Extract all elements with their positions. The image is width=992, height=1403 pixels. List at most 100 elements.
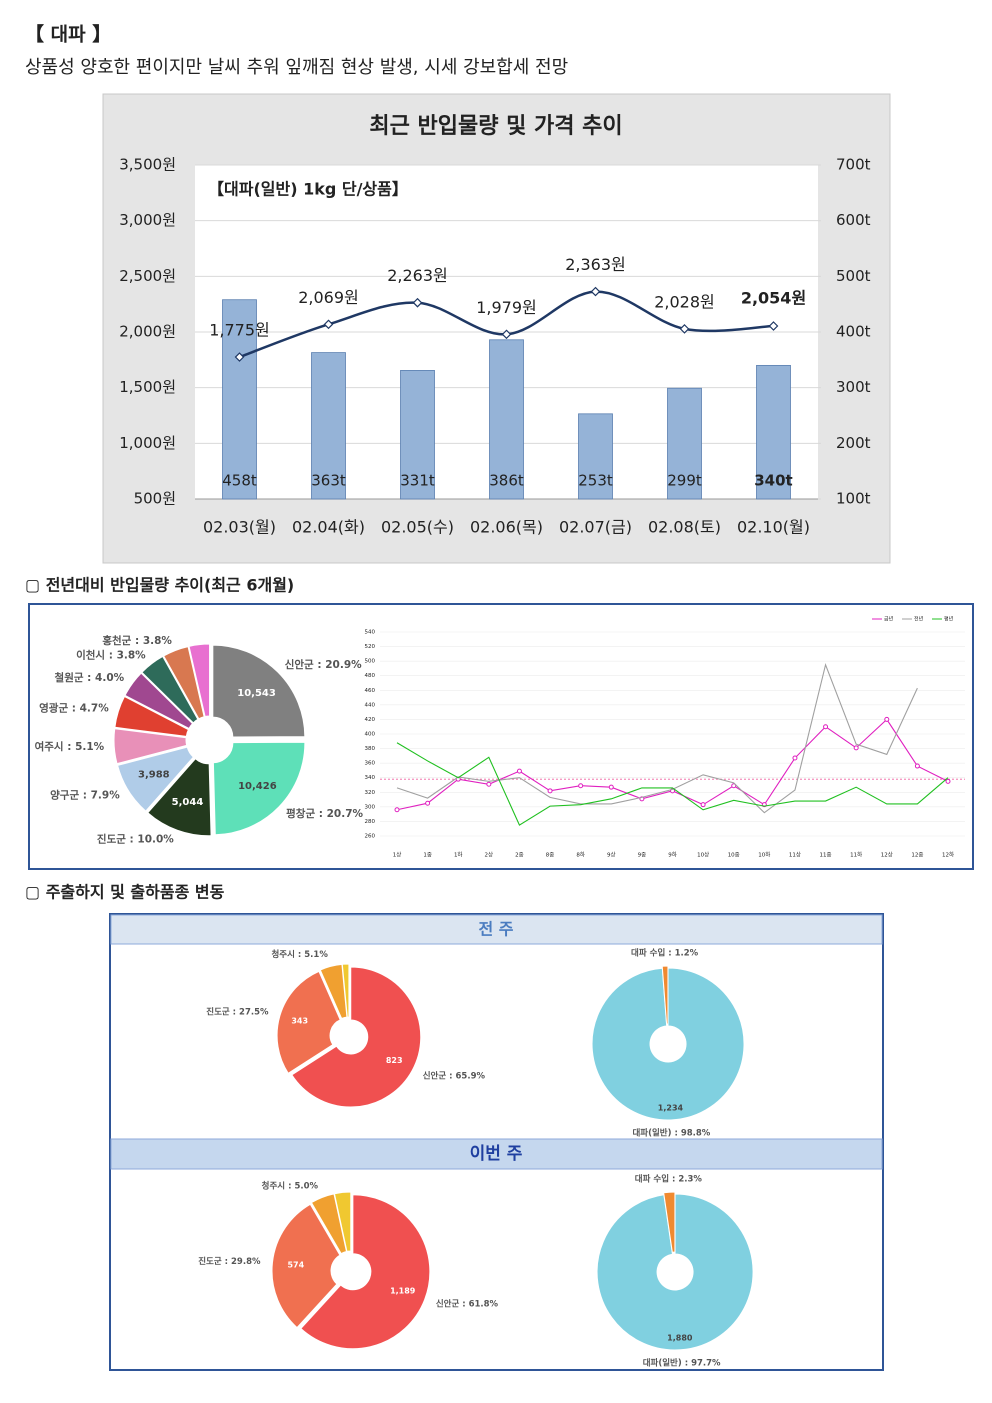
- donut-hole: [658, 1254, 692, 1288]
- slice-amount: 3,988: [138, 770, 170, 781]
- x-tick-label: 2상: [485, 851, 494, 859]
- x-tick-label: 1하: [454, 851, 463, 859]
- y-tick-label: 380: [365, 746, 376, 752]
- slice-label: 평창군 : 20.7%: [286, 807, 363, 820]
- y-tick-label: 320: [365, 790, 376, 796]
- price-label: 1,979원: [476, 298, 537, 317]
- x-tick-label: 02.05(수): [381, 518, 454, 537]
- point: [590, 286, 601, 297]
- x-tick-label: 8하: [576, 851, 585, 859]
- point: [578, 783, 584, 789]
- bar-label: 386t: [489, 472, 524, 490]
- x-tick-label: 1중: [423, 852, 432, 859]
- x-tick-label: 2중: [515, 852, 524, 859]
- bar: [311, 352, 346, 500]
- point: [234, 352, 245, 362]
- y-tick-label: 500: [365, 659, 376, 665]
- slice-label: 신안군 : 65.9%: [423, 1071, 486, 1082]
- x-tick-label: 02.10(월): [737, 518, 810, 537]
- slice: [341, 963, 350, 1018]
- panel-header: [110, 914, 883, 945]
- y2-tick-label: 600t: [836, 211, 871, 229]
- slice: [141, 655, 199, 724]
- bar-label: 331t: [400, 472, 435, 490]
- slice-label: 이천시 : 3.8%: [76, 649, 146, 662]
- y-tick-label: 2,500원: [119, 267, 176, 285]
- y-tick-label: 260: [365, 834, 376, 840]
- slice: [124, 672, 194, 730]
- slice: [113, 728, 188, 765]
- y-tick-label: 500원: [134, 490, 176, 508]
- bar: [756, 364, 791, 500]
- y-tick-label: 2,000원: [119, 323, 176, 341]
- x-tick-label: 10하: [758, 851, 770, 859]
- y-tick-label: 540: [365, 630, 376, 636]
- y-tick-label: 340: [365, 775, 376, 781]
- slice-label: 대파 수입 : 2.3%: [635, 1174, 703, 1185]
- slice-amount: 823: [386, 1056, 403, 1065]
- legend-label: 금년: [884, 616, 894, 623]
- chart-title: 최근 반입물량 및 가격 추이: [369, 114, 622, 139]
- x-tick-label: 10중: [728, 852, 740, 859]
- y-tick-label: 520: [365, 644, 376, 650]
- x-tick-label: 12중: [911, 852, 923, 859]
- x-tick-label: 11상: [789, 851, 801, 859]
- x-tick-label: 9상: [607, 851, 616, 859]
- slice: [276, 970, 341, 1074]
- slice-label: 홍천군 : 3.8%: [102, 634, 172, 647]
- slice: [212, 741, 306, 836]
- slice: [212, 644, 306, 738]
- point: [945, 778, 951, 784]
- point: [853, 745, 859, 751]
- slice-label: 신안군 : 20.9%: [285, 658, 362, 671]
- slice-label: 철원군 : 4.0%: [55, 671, 125, 684]
- series-line: [396, 662, 918, 814]
- slice-amount: 1,880: [667, 1333, 693, 1342]
- bar: [489, 339, 524, 500]
- point: [914, 763, 920, 769]
- y2-tick-label: 400t: [836, 323, 871, 341]
- y-tick-label: 420: [365, 717, 376, 723]
- bar: [400, 370, 435, 500]
- point: [412, 297, 423, 308]
- bar-label: 363t: [311, 472, 346, 490]
- slice: [333, 1191, 352, 1253]
- slice: [596, 1193, 754, 1351]
- donut-hole: [191, 721, 229, 759]
- x-tick-label: 12하: [942, 851, 954, 859]
- slice-label: 대파 수입 : 1.2%: [631, 948, 699, 959]
- point: [700, 802, 706, 808]
- y-tick-label: 360: [365, 761, 376, 767]
- point: [323, 319, 334, 330]
- slice-amount: 574: [287, 1261, 304, 1270]
- x-tick-label: 02.08(토): [648, 518, 721, 537]
- point: [731, 783, 737, 789]
- slice-label: 대파(일반) : 97.7%: [643, 1357, 721, 1368]
- slice-label: 진도군 : 10.0%: [97, 833, 174, 846]
- price-label: 1,775원: [209, 321, 270, 340]
- x-tick-label: 8중: [546, 852, 555, 859]
- price-label: 2,363원: [565, 255, 626, 274]
- slice-amount: 10,543: [237, 688, 276, 699]
- point: [425, 800, 431, 806]
- point: [394, 807, 400, 813]
- donut-hole: [333, 1020, 365, 1052]
- point: [608, 784, 614, 790]
- slice-label: 신안군 : 61.8%: [436, 1298, 499, 1309]
- slice-amount: 1,189: [390, 1287, 416, 1296]
- slice-label: 영광군 : 4.7%: [39, 702, 109, 715]
- point: [547, 788, 553, 794]
- y2-tick-label: 700t: [836, 156, 871, 174]
- point: [679, 324, 690, 334]
- x-tick-label: 02.07(금): [559, 518, 632, 537]
- slice: [291, 966, 422, 1108]
- page-title: 【 대파 】: [25, 23, 111, 46]
- slice: [188, 643, 211, 718]
- slice-amount: 10,426: [238, 781, 277, 792]
- x-tick-label: 11하: [850, 851, 862, 859]
- slice-label: 진도군 : 29.8%: [198, 1256, 261, 1267]
- x-tick-label: 9중: [638, 852, 647, 859]
- y-tick-label: 400: [365, 732, 376, 738]
- point: [884, 716, 890, 722]
